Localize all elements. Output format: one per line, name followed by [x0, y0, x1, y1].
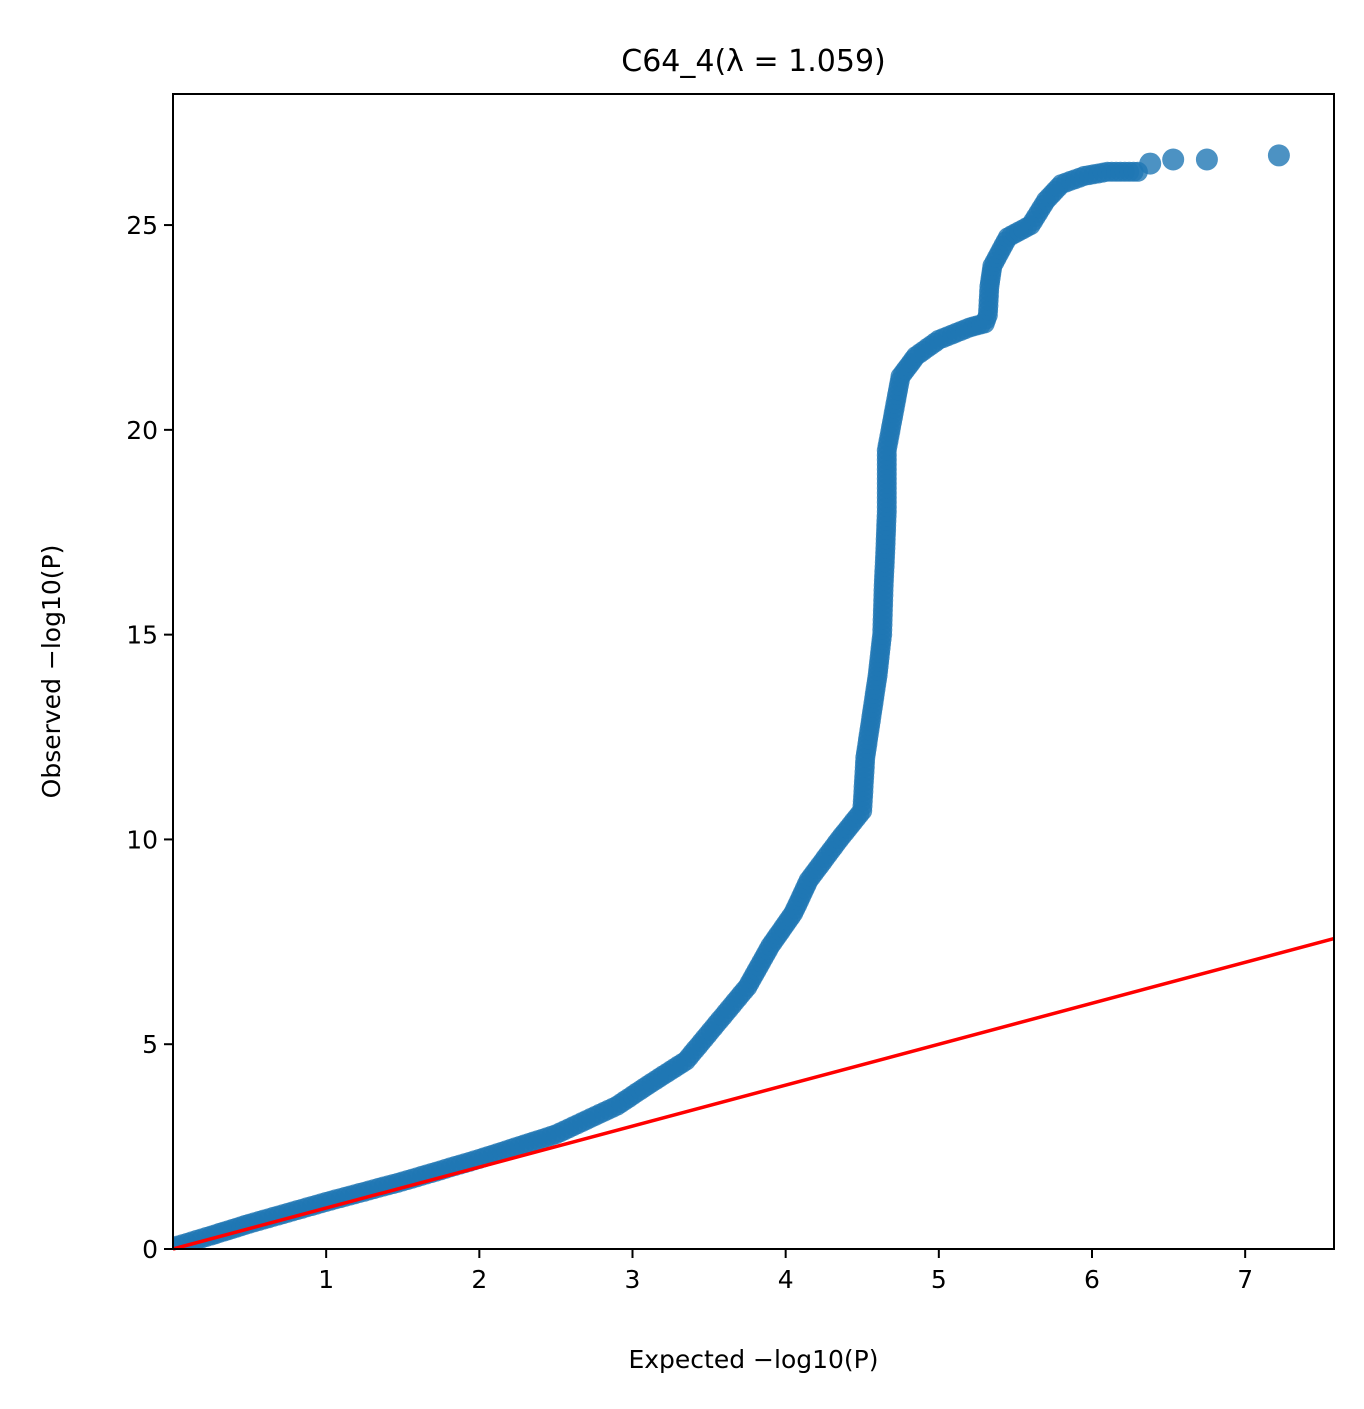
x-tick-label: 3 [625, 1265, 641, 1294]
x-axis-label: Expected −log10(P) [628, 1345, 878, 1374]
x-tick-label: 5 [931, 1265, 947, 1294]
y-tick-label: 0 [142, 1235, 158, 1264]
y-tick-label: 20 [126, 416, 158, 445]
x-tick-label: 7 [1237, 1265, 1253, 1294]
data-points [163, 144, 1290, 1257]
chart-title: C64_4(λ = 1.059) [621, 44, 885, 79]
axes-frame [173, 94, 1334, 1249]
x-tick-label: 4 [778, 1265, 794, 1294]
data-point [1162, 149, 1184, 171]
x-tick-label: 2 [471, 1265, 487, 1294]
y-axis-label: Observed −log10(P) [37, 545, 66, 799]
x-tick-label: 1 [318, 1265, 334, 1294]
data-point [1268, 144, 1290, 166]
y-tick-label: 5 [142, 1030, 158, 1059]
y-tick-label: 25 [126, 211, 158, 240]
x-tick-label: 6 [1084, 1265, 1100, 1294]
y-tick-label: 10 [126, 825, 158, 854]
data-point [1139, 153, 1161, 175]
y-axis: 0 5 10 15 20 25 [126, 211, 173, 1264]
y-tick-label: 15 [126, 621, 158, 650]
data-point [1196, 149, 1218, 171]
x-axis: 1 2 3 4 5 6 7 [318, 1249, 1253, 1294]
